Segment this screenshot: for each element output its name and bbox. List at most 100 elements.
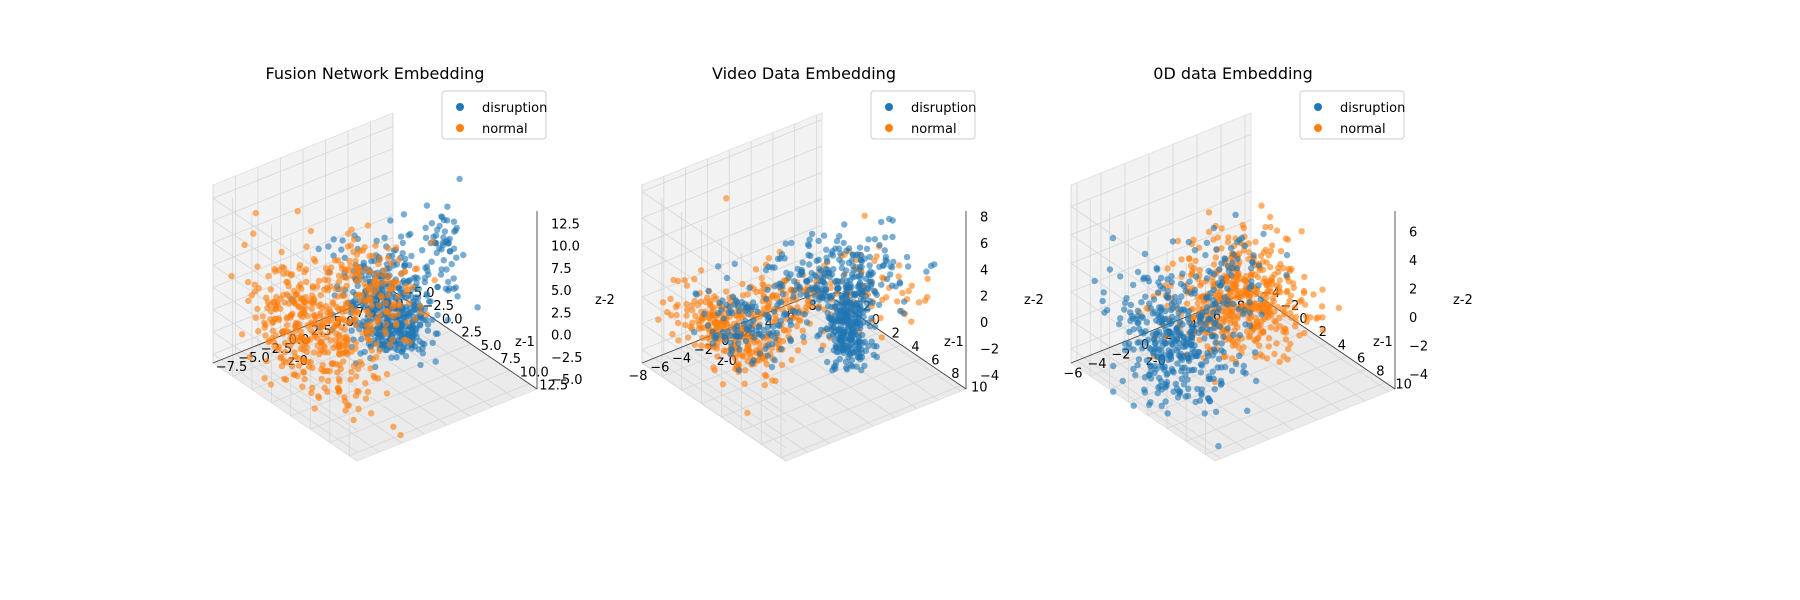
z-tick-label: −2.5 <box>551 351 583 366</box>
data-point <box>1280 265 1287 272</box>
data-point <box>1249 259 1256 266</box>
data-point <box>860 313 867 320</box>
grid-x <box>1100 350 1246 450</box>
data-point <box>1251 271 1259 278</box>
data-point <box>845 335 852 342</box>
data-point <box>1241 242 1249 250</box>
data-point <box>400 346 407 353</box>
data-point <box>1263 313 1270 320</box>
data-point <box>296 265 303 272</box>
data-point <box>856 281 863 288</box>
data-point <box>1214 309 1221 316</box>
data-point <box>1187 272 1195 279</box>
data-point <box>332 341 340 349</box>
data-point <box>821 269 828 277</box>
data-point <box>380 267 388 274</box>
data-point <box>1196 397 1204 404</box>
data-point <box>797 291 804 298</box>
data-point <box>787 337 794 345</box>
data-point <box>672 303 680 310</box>
data-point <box>1156 374 1163 382</box>
data-point <box>684 306 691 313</box>
data-point <box>410 306 417 314</box>
data-point <box>344 299 351 306</box>
data-point <box>761 371 769 378</box>
data-point <box>846 287 854 294</box>
data-point <box>1280 353 1287 360</box>
grid-y <box>1147 342 1328 416</box>
data-point <box>860 308 867 316</box>
data-point <box>436 222 443 230</box>
grid-z <box>1070 190 1252 264</box>
grid-y <box>1186 369 1367 442</box>
data-point <box>346 257 353 265</box>
data-point <box>347 263 354 270</box>
data-point <box>1224 262 1232 270</box>
data-point <box>425 298 433 305</box>
y-tick-label: 8 <box>951 367 959 382</box>
data-point <box>735 367 743 374</box>
data-point <box>1203 239 1211 246</box>
data-point <box>754 308 761 315</box>
data-point <box>853 346 860 353</box>
x-tick-label: −6 <box>1063 367 1082 382</box>
data-point <box>1212 300 1219 307</box>
data-point <box>848 356 856 364</box>
data-point <box>1191 247 1199 254</box>
data-point <box>842 358 850 365</box>
data-point <box>1230 300 1237 308</box>
data-point <box>352 316 359 323</box>
grid-z <box>641 145 823 219</box>
data-point <box>799 327 806 334</box>
data-point <box>397 302 404 309</box>
data-point <box>846 299 853 306</box>
data-point <box>303 278 310 285</box>
data-point <box>712 318 719 326</box>
data-point <box>873 353 880 361</box>
data-point <box>1276 314 1283 321</box>
data-point <box>731 355 739 362</box>
data-point <box>820 275 827 282</box>
data-point <box>1318 303 1326 310</box>
grid-z <box>641 191 787 290</box>
data-point <box>790 287 798 294</box>
data-point <box>353 278 360 285</box>
data-point <box>1182 338 1189 345</box>
data-point <box>837 250 844 257</box>
data-point <box>667 295 674 302</box>
data-point <box>1223 274 1230 282</box>
data-point <box>882 256 889 264</box>
data-point <box>692 312 699 319</box>
data-point <box>861 212 868 219</box>
z-tick-label: 5.0 <box>551 284 572 299</box>
data-point <box>269 334 276 342</box>
data-point <box>1152 330 1160 338</box>
data-point <box>317 292 324 299</box>
data-point <box>341 337 348 345</box>
data-point <box>1291 304 1299 311</box>
data-point <box>309 364 316 371</box>
data-point <box>330 252 337 259</box>
data-point <box>1168 300 1176 307</box>
z-tick-label: 0 <box>1409 311 1417 326</box>
data-point <box>329 325 337 332</box>
data-point <box>348 327 355 334</box>
grid-x <box>663 353 809 453</box>
data-point <box>401 262 408 269</box>
data-point <box>1174 237 1182 245</box>
data-point <box>1228 367 1236 374</box>
data-point <box>1251 349 1259 356</box>
data-point <box>1202 320 1209 327</box>
grid-x <box>1076 360 1222 459</box>
data-point <box>405 299 413 307</box>
data-point <box>723 301 730 309</box>
z-tick-label: 2 <box>1409 282 1417 297</box>
data-point <box>393 354 400 361</box>
data-point <box>375 260 382 268</box>
data-point <box>311 297 318 304</box>
data-point <box>1214 364 1221 371</box>
data-point <box>908 318 915 325</box>
data-point <box>1248 278 1255 285</box>
data-point <box>896 279 903 286</box>
y-axis-label: z-1 <box>1373 335 1393 350</box>
